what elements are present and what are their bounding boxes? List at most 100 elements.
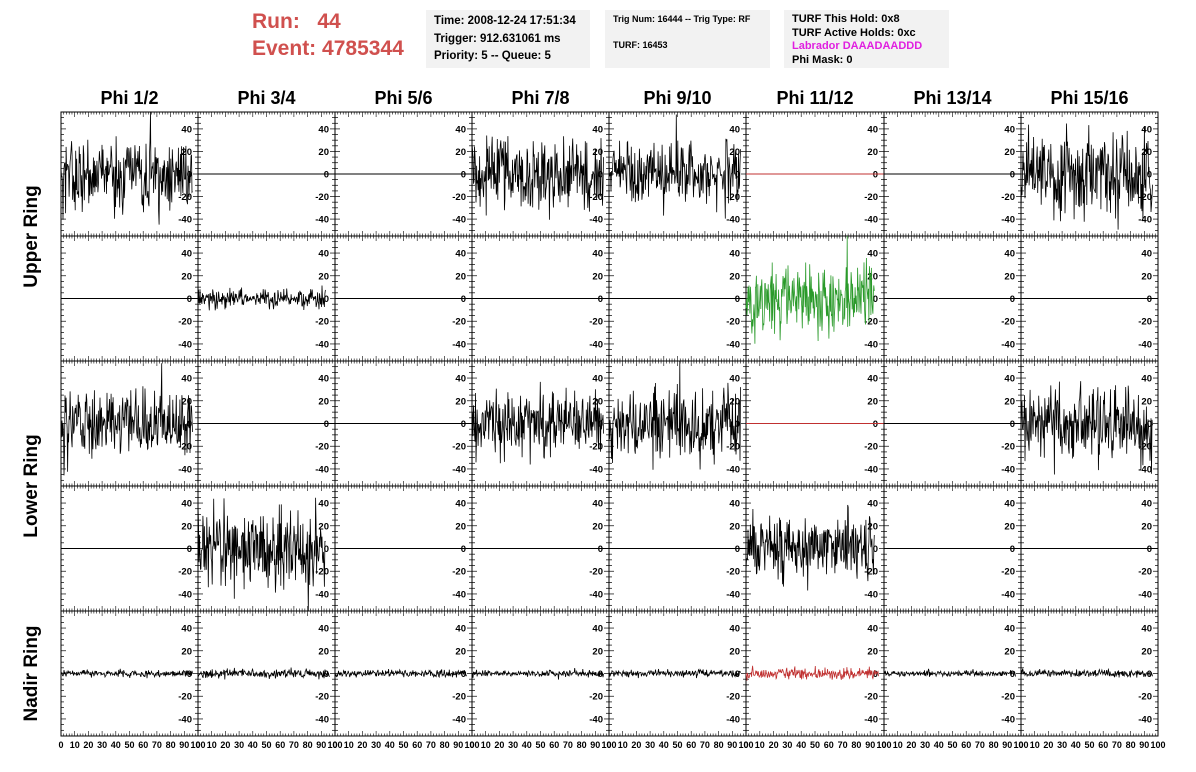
y-tick-label: -40	[1138, 464, 1152, 475]
y-tick-label: -40	[589, 589, 603, 600]
y-tick-label: 0	[873, 170, 878, 181]
event-value: 4785344	[322, 37, 404, 60]
trigger-line: Trigger: 912.631061 ms	[434, 32, 561, 45]
y-tick-label: 20	[318, 396, 329, 407]
column-title: Phi 1/2	[100, 88, 158, 108]
y-tick-label: 40	[729, 374, 740, 385]
y-tick-label: 0	[461, 294, 466, 305]
y-tick-label: 40	[455, 249, 466, 260]
y-tick-label: 20	[1141, 271, 1152, 282]
y-tick-label: 20	[1004, 147, 1015, 158]
y-tick-label: 40	[1141, 499, 1152, 510]
y-tick-label: 0	[324, 544, 329, 555]
run-value: 44	[317, 10, 341, 33]
y-tick-label: -20	[1138, 567, 1152, 578]
y-tick-label: -40	[315, 339, 329, 350]
y-tick-label: 20	[318, 271, 329, 282]
y-tick-label: -40	[1001, 589, 1015, 600]
y-tick-label: 20	[181, 271, 192, 282]
y-tick-label: 0	[873, 544, 878, 555]
run-event-box: Run: 44 Event: 4785344	[252, 8, 404, 62]
waveform-line	[1020, 381, 1153, 475]
y-tick-label: -20	[452, 192, 466, 203]
y-tick-label: 40	[867, 499, 878, 510]
ring-label: Nadir Ring	[21, 625, 42, 721]
y-tick-label: 40	[867, 124, 878, 135]
y-tick-label: 40	[181, 499, 192, 510]
y-tick-label: -40	[178, 589, 192, 600]
y-tick-label: 40	[318, 499, 329, 510]
y-tick-label: 0	[1010, 170, 1015, 181]
phi-mask-line: Phi Mask: 0	[792, 53, 853, 66]
waveform-line	[471, 381, 604, 465]
y-tick-label: 40	[592, 374, 603, 385]
waveform-panel: -40 -20 0 20 40	[883, 111, 1022, 237]
y-tick-label: -20	[1001, 192, 1015, 203]
y-tick-label: -20	[589, 567, 603, 578]
y-tick-label: -20	[452, 442, 466, 453]
y-tick-label: 0	[735, 544, 740, 555]
y-tick-label: 40	[729, 124, 740, 135]
y-tick-label: 0	[1147, 294, 1152, 305]
y-tick-label: 20	[1004, 396, 1015, 407]
y-tick-label: 0	[324, 294, 329, 305]
y-tick-label: 0	[1010, 294, 1015, 305]
y-tick-label: -20	[178, 317, 192, 328]
y-tick-label: -40	[726, 215, 740, 226]
y-tick-label: -20	[726, 567, 740, 578]
waveform-line	[197, 497, 326, 612]
y-tick-label: -20	[1001, 317, 1015, 328]
y-tick-label: 0	[461, 170, 466, 181]
y-tick-label: -20	[178, 192, 192, 203]
y-tick-label: 40	[181, 374, 192, 385]
trig-info-box: Trig Num: 16444 -- Trig Type: RF TURF: 1…	[605, 10, 770, 68]
time-line: Time: 2008-12-24 17:51:34	[434, 15, 576, 27]
y-tick-label: -20	[864, 567, 878, 578]
y-tick-label: 40	[1141, 249, 1152, 260]
y-tick-label: -40	[589, 215, 603, 226]
y-tick-label: 20	[867, 396, 878, 407]
y-tick-label: 20	[729, 147, 740, 158]
y-tick-label: -20	[315, 192, 329, 203]
y-tick-label: 40	[181, 124, 192, 135]
y-tick-label: 0	[461, 544, 466, 555]
y-tick-label: 20	[729, 521, 740, 532]
y-tick-label: 40	[455, 499, 466, 510]
y-tick-label: -40	[864, 589, 878, 600]
y-tick-label: 40	[1141, 374, 1152, 385]
y-tick-label: 0	[598, 294, 603, 305]
y-tick-label: 0	[873, 419, 878, 430]
trig-num-line: Trig Num: 16444 -- Trig Type: RF	[613, 14, 751, 24]
y-tick-label: 40	[1004, 124, 1015, 135]
y-tick-label: -40	[864, 339, 878, 350]
y-tick-label: 0	[598, 419, 603, 430]
turf-info-box: TURF This Hold: 0x8 TURF Active Holds: 0…	[784, 10, 949, 68]
y-tick-label: -40	[1001, 215, 1015, 226]
y-tick-label: -40	[315, 464, 329, 475]
y-tick-label: -40	[864, 215, 878, 226]
y-tick-label: -40	[315, 215, 329, 226]
y-tick-label: -20	[864, 192, 878, 203]
y-tick-label: 0	[324, 419, 329, 430]
y-tick-label: 40	[455, 124, 466, 135]
y-tick-label: 0	[187, 544, 192, 555]
y-tick-label: -40	[178, 215, 192, 226]
y-tick-label: -20	[1138, 192, 1152, 203]
y-tick-label: -40	[178, 464, 192, 475]
y-tick-label: 0	[1010, 419, 1015, 430]
y-tick-label: 20	[318, 521, 329, 532]
